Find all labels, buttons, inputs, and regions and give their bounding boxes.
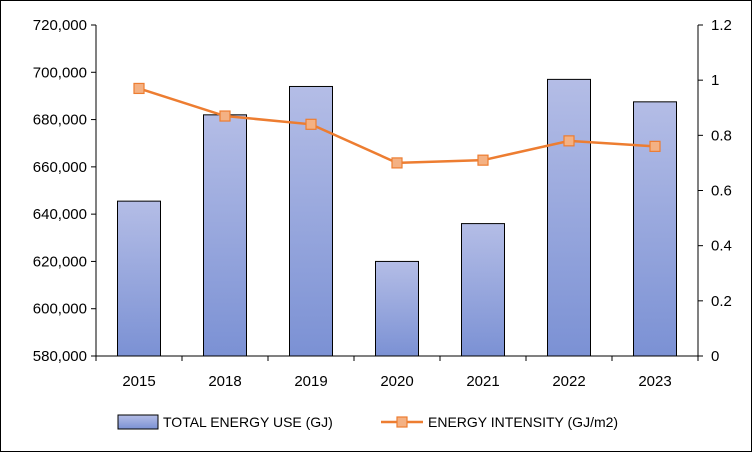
right-tick-label: 0.4 [711,238,732,255]
left-tick-label: 660,000 [33,159,87,176]
left-tick-label: 680,000 [33,112,87,129]
line-series [133,82,661,169]
x-tick-label: 2015 [122,373,155,390]
right-tick-label: 0.2 [711,293,732,310]
intensity-point-2015 [133,82,145,95]
right-tick-label: 0.6 [711,183,732,200]
right-tick-label: 1 [711,72,719,89]
bar-2020 [375,260,419,357]
bar-2023 [633,101,677,357]
intensity-point-2022 [563,135,575,147]
left-tick-label: 580,000 [33,348,87,365]
left-tick-label: 720,000 [33,17,87,34]
bar-2018 [203,114,247,357]
bar-2022 [547,78,591,357]
intensity-point-2020 [391,157,403,169]
legend: TOTAL ENERGY USE (GJ) ENERGY INTENSITY (G… [117,414,618,430]
bar-2021 [461,223,505,357]
left-tick-label: 700,000 [33,64,87,81]
x-tick-label: 2018 [208,373,241,390]
x-tick-label: 2023 [638,373,671,390]
right-tick-label: 0.8 [711,127,732,144]
intensity-point-2018 [219,110,231,122]
legend-label-intensity: ENERGY INTENSITY (GJ/m2) [428,414,618,430]
intensity-point-2021 [477,154,489,166]
intensity-point-2023 [649,140,661,152]
x-tick-label: 2021 [466,373,499,390]
legend-label-energy-use: TOTAL ENERGY USE (GJ) [163,414,333,430]
x-axis: 2015 2018 2019 2020 2021 2022 2023 [95,355,699,390]
x-tick-label: 2019 [294,373,327,390]
left-tick-label: 620,000 [33,253,87,270]
left-y-axis: 580,000 600,000 620,000 640,000 660,000 680,0… [33,17,97,365]
left-tick-label: 640,000 [33,206,87,223]
legend-swatch-intensity-marker [396,416,408,428]
right-tick-label: 0 [711,348,719,365]
x-tick-label: 2020 [380,373,413,390]
legend-swatch-energy-use [117,414,159,430]
right-tick-label: 1.2 [711,17,732,34]
right-y-axis: 0 0.2 0.4 0.6 0.8 1 1.2 [697,17,732,365]
bar-series [117,78,677,357]
intensity-point-2019 [305,118,317,130]
bar-2015 [117,200,161,357]
x-tick-label: 2022 [552,373,585,390]
left-tick-label: 600,000 [33,301,87,318]
